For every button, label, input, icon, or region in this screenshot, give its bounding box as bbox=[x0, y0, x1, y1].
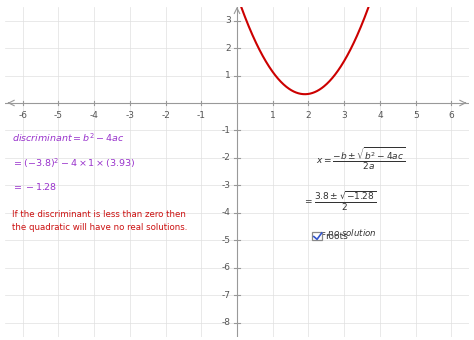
Text: If the discriminant is less than zero then
the quadratic will have no real solut: If the discriminant is less than zero th… bbox=[12, 210, 187, 232]
Text: 3: 3 bbox=[225, 16, 230, 25]
Text: 3: 3 bbox=[341, 111, 347, 120]
Text: $\mathit{discriminant} = b^2 - 4ac$: $\mathit{discriminant} = b^2 - 4ac$ bbox=[12, 132, 124, 144]
Text: -2: -2 bbox=[222, 153, 230, 163]
Text: -6: -6 bbox=[221, 264, 230, 272]
Text: $= -1.28$: $= -1.28$ bbox=[12, 181, 57, 192]
Text: -1: -1 bbox=[221, 126, 230, 135]
FancyBboxPatch shape bbox=[312, 233, 322, 240]
Text: $= \mathit{no\ solution}$: $= \mathit{no\ solution}$ bbox=[318, 227, 377, 238]
Text: $x = \dfrac{-b \pm \sqrt{b^2 - 4ac}}{2a}$: $x = \dfrac{-b \pm \sqrt{b^2 - 4ac}}{2a}… bbox=[316, 146, 405, 172]
Text: 1: 1 bbox=[225, 71, 230, 80]
Text: 4: 4 bbox=[377, 111, 383, 120]
Text: -3: -3 bbox=[125, 111, 134, 120]
Text: 5: 5 bbox=[413, 111, 419, 120]
Text: -1: -1 bbox=[197, 111, 206, 120]
Text: -7: -7 bbox=[221, 291, 230, 300]
Text: roots: roots bbox=[325, 232, 348, 241]
Text: -8: -8 bbox=[221, 318, 230, 327]
Text: -3: -3 bbox=[221, 181, 230, 190]
Text: -5: -5 bbox=[221, 236, 230, 245]
Text: -4: -4 bbox=[90, 111, 99, 120]
Text: $= (-3.8)^2 - 4 \times 1 \times (3.93)$: $= (-3.8)^2 - 4 \times 1 \times (3.93)$ bbox=[12, 157, 135, 170]
Text: $= \dfrac{3.8 \pm \sqrt{-1.28}}{2}$: $= \dfrac{3.8 \pm \sqrt{-1.28}}{2}$ bbox=[303, 190, 376, 213]
Text: 2: 2 bbox=[225, 44, 230, 52]
Text: -5: -5 bbox=[54, 111, 63, 120]
Text: 2: 2 bbox=[306, 111, 311, 120]
Text: -6: -6 bbox=[18, 111, 27, 120]
Text: 1: 1 bbox=[270, 111, 275, 120]
Text: -2: -2 bbox=[161, 111, 170, 120]
Text: -4: -4 bbox=[222, 208, 230, 217]
Text: 6: 6 bbox=[448, 111, 454, 120]
